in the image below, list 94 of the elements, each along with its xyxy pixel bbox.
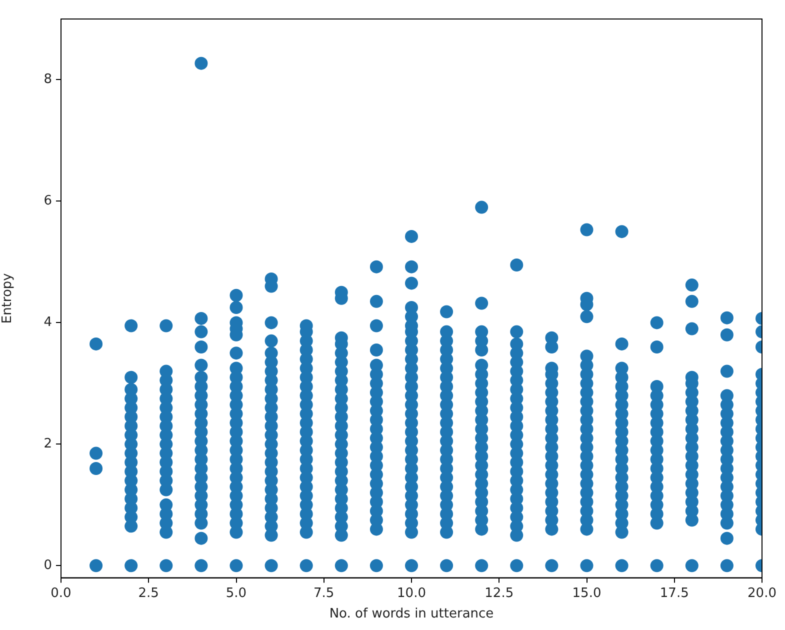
point xyxy=(580,223,594,236)
x-tick-label: 5.0 xyxy=(226,586,247,601)
point xyxy=(405,301,418,314)
point xyxy=(510,559,524,572)
point xyxy=(545,559,558,572)
point xyxy=(194,56,208,70)
point xyxy=(230,301,243,314)
point xyxy=(230,346,243,360)
point xyxy=(124,383,138,396)
point xyxy=(370,344,383,357)
point xyxy=(370,559,383,572)
point xyxy=(580,310,594,324)
y-tick-label: 6 xyxy=(44,194,52,209)
point xyxy=(90,462,103,475)
point xyxy=(194,559,208,572)
point xyxy=(685,322,698,336)
point xyxy=(720,532,734,545)
point xyxy=(615,337,628,350)
point xyxy=(264,316,278,330)
point xyxy=(650,559,664,572)
point xyxy=(90,337,103,350)
point xyxy=(230,559,243,572)
point xyxy=(475,325,488,338)
point xyxy=(405,276,418,290)
point xyxy=(580,350,594,363)
point xyxy=(685,559,698,572)
point xyxy=(300,559,313,572)
point xyxy=(475,200,488,214)
point xyxy=(615,362,628,375)
x-tick-label: 0.0 xyxy=(50,586,72,601)
y-tick-label: 2 xyxy=(44,436,52,452)
point xyxy=(650,340,664,354)
point xyxy=(720,328,734,342)
point xyxy=(615,559,628,572)
point xyxy=(124,370,138,384)
point xyxy=(650,316,664,330)
point xyxy=(370,260,383,274)
point xyxy=(440,559,454,572)
point xyxy=(475,358,488,372)
x-tick-label: 17.5 xyxy=(660,586,689,601)
point xyxy=(370,319,383,332)
point xyxy=(510,258,524,272)
x-axis-title: No. of words in utterance xyxy=(329,606,494,622)
point xyxy=(194,325,208,338)
point xyxy=(405,260,418,274)
point xyxy=(510,325,524,338)
point xyxy=(124,319,138,332)
x-tick-label: 20.0 xyxy=(748,586,776,601)
point xyxy=(264,346,278,360)
point xyxy=(194,312,208,325)
point xyxy=(685,278,698,292)
point xyxy=(440,305,454,318)
x-tick-label: 7.5 xyxy=(314,586,334,601)
point xyxy=(650,380,664,393)
point xyxy=(194,358,208,372)
point xyxy=(545,331,558,344)
point xyxy=(720,364,734,378)
point xyxy=(160,498,173,512)
point xyxy=(230,288,243,302)
point xyxy=(194,340,208,354)
point xyxy=(370,358,383,372)
point xyxy=(160,319,173,332)
y-tick-label: 8 xyxy=(44,72,52,88)
point xyxy=(160,559,173,572)
point xyxy=(90,559,103,572)
point xyxy=(440,325,454,338)
y-tick-label: 0 xyxy=(44,558,52,574)
x-tick-label: 2.5 xyxy=(138,586,159,601)
point xyxy=(510,337,524,350)
point xyxy=(90,446,103,460)
point xyxy=(720,389,734,402)
point xyxy=(334,559,348,572)
point xyxy=(264,559,278,572)
point xyxy=(475,296,488,310)
x-tick-label: 15.0 xyxy=(572,586,602,601)
point xyxy=(230,362,243,375)
point xyxy=(124,559,138,572)
point xyxy=(194,370,208,384)
point xyxy=(160,364,173,378)
point xyxy=(194,532,208,545)
point xyxy=(720,559,734,572)
point xyxy=(615,225,628,238)
y-tick-label: 4 xyxy=(44,315,52,330)
x-tick-label: 10.0 xyxy=(397,586,426,601)
point xyxy=(264,334,278,348)
y-axis-title: Entropy xyxy=(0,272,16,324)
point xyxy=(720,311,734,324)
point xyxy=(405,230,418,243)
point xyxy=(580,559,594,572)
x-tick-label: 12.5 xyxy=(484,586,514,601)
point xyxy=(405,559,418,572)
point xyxy=(370,294,383,308)
point xyxy=(475,559,488,572)
point xyxy=(685,294,698,308)
